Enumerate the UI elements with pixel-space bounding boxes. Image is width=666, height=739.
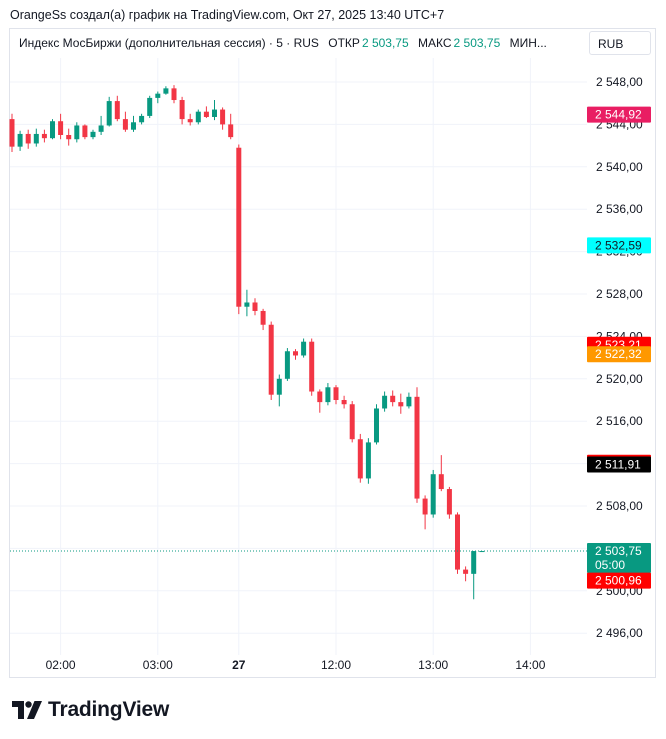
candle-down <box>341 400 347 405</box>
candle-down <box>349 404 355 440</box>
price-axis-label: 2 516,00 <box>596 414 643 428</box>
candle-up <box>406 396 412 407</box>
candle-down <box>252 302 258 311</box>
candle-up <box>50 121 55 139</box>
time-axis-label: 13:00 <box>418 658 448 672</box>
price-axis-label: 2 496,00 <box>596 626 643 640</box>
price-tag <box>587 543 651 574</box>
candle-down <box>114 101 120 120</box>
price-tag-label: 2 544,92 <box>595 108 642 122</box>
candle-down <box>82 125 88 138</box>
candle-up <box>325 387 331 403</box>
candle-down <box>293 351 298 356</box>
currency-button[interactable]: RUB <box>589 31 651 55</box>
candle-down <box>25 133 31 144</box>
price-axis-label: 2 548,00 <box>596 75 643 89</box>
candle-up <box>365 442 371 479</box>
candle-down <box>236 147 242 307</box>
symbol-legend[interactable]: Индекс МосБиржи (дополнительная сессия) … <box>19 36 547 50</box>
candle-up <box>106 101 112 126</box>
time-axis-label: 03:00 <box>143 658 173 672</box>
candle-up <box>147 97 153 116</box>
candle-down <box>171 88 177 101</box>
candle-down <box>122 119 128 130</box>
candle-down <box>220 109 226 125</box>
time-axis-label: 14:00 <box>515 658 545 672</box>
candle-up <box>212 109 217 117</box>
candle-down <box>414 396 420 499</box>
open-value: 2 503,75 <box>361 36 409 50</box>
candle-down <box>179 100 185 120</box>
candle-down <box>357 439 363 479</box>
candle-up <box>139 115 145 123</box>
high-label: МАКС <box>418 36 452 50</box>
candle-down <box>41 133 47 139</box>
candle-down <box>9 119 15 147</box>
tradingview-logo-icon <box>12 701 42 719</box>
tradingview-wordmark: TradingView <box>48 698 170 721</box>
price-tag <box>587 237 651 254</box>
candle-up <box>90 131 96 138</box>
chart-caption: OrangeSs создал(а) график на TradingView… <box>10 8 445 22</box>
candle-down <box>317 391 323 403</box>
candle-down <box>455 514 460 570</box>
price-axis-label: 2 520,00 <box>596 372 643 386</box>
price-tag-label: 2 511,91 <box>595 458 641 472</box>
open-label: ОТКР <box>328 36 360 50</box>
candle-up <box>17 133 23 147</box>
candle-down <box>187 119 193 123</box>
candle-down <box>422 498 428 515</box>
price-axis-label: 2 508,00 <box>596 499 643 513</box>
price-tag-label: 2 532,59 <box>595 238 642 252</box>
price-tag <box>587 456 651 473</box>
candle-down <box>463 569 469 574</box>
price-axis-label: 2 528,00 <box>596 287 643 301</box>
candle-up <box>244 302 250 307</box>
low-label: МИН... <box>509 36 547 50</box>
price-tag-label: 2 500,96 <box>595 574 642 588</box>
candle-down <box>268 324 274 395</box>
candle-up <box>471 551 477 574</box>
candle-up <box>163 88 169 94</box>
candle-down <box>390 395 396 403</box>
time-axis-label: 02:00 <box>46 658 76 672</box>
tradingview-logo[interactable]: TradingView <box>12 698 169 722</box>
candle-up <box>284 351 290 379</box>
candle-up <box>33 133 39 144</box>
candle-up <box>155 93 161 98</box>
high-value: 2 503,75 <box>453 36 501 50</box>
candle-up <box>195 111 201 123</box>
candle-up <box>301 341 307 356</box>
candle-down <box>228 124 234 138</box>
candle-down <box>58 121 64 135</box>
candle-down <box>398 402 404 407</box>
candle-down <box>309 341 315 392</box>
price-axis-label: 2 540,00 <box>596 160 643 174</box>
price-tag <box>587 346 651 363</box>
candle-up <box>74 125 80 140</box>
candle-down <box>446 489 452 515</box>
price-tag-label: 2 522,32 <box>595 347 642 361</box>
price-tag <box>587 106 651 123</box>
candle-up <box>131 122 136 130</box>
candle-up <box>374 408 379 443</box>
candle-down <box>438 474 444 490</box>
candle-down <box>260 310 266 325</box>
price-tag <box>587 572 651 589</box>
candle-up <box>382 395 388 409</box>
chart-frame <box>9 28 656 678</box>
candle-up <box>430 474 436 515</box>
time-axis-label: 27 <box>232 658 246 672</box>
price-tag-countdown: 05:00 <box>595 558 625 572</box>
candle-down <box>333 387 339 400</box>
candle-down <box>203 111 209 117</box>
symbol-name: Индекс МосБиржи (дополнительная сессия) … <box>19 36 319 50</box>
price-tag-label: 2 503,75 <box>595 544 642 558</box>
price-axis-label: 2 536,00 <box>596 202 643 216</box>
time-axis-label: 12:00 <box>321 658 351 672</box>
candle-up <box>276 378 282 395</box>
candle-up <box>98 125 104 132</box>
candle-down <box>66 135 72 140</box>
